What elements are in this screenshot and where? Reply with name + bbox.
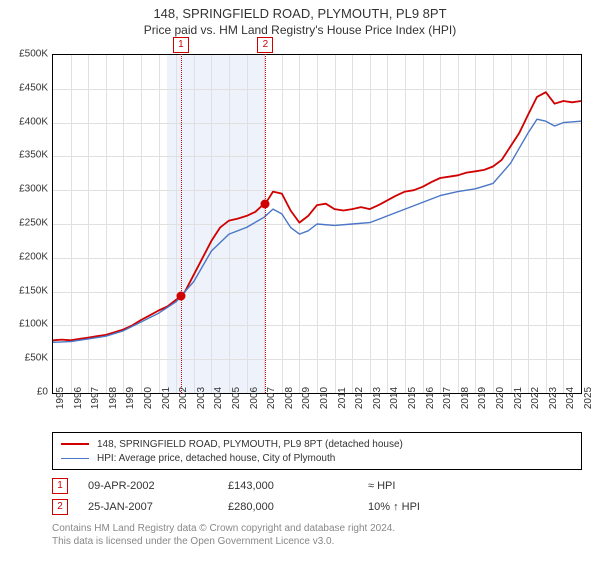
- x-tick-label: 2001: [161, 387, 172, 409]
- y-tick-label: £0: [0, 387, 48, 398]
- chart-title: 148, SPRINGFIELD ROAD, PLYMOUTH, PL9 8PT: [0, 6, 600, 21]
- transaction-price: £280,000: [228, 501, 368, 513]
- x-tick-label: 2005: [231, 387, 242, 409]
- x-tick-label: 2006: [249, 387, 260, 409]
- transaction-price: £143,000: [228, 480, 368, 492]
- x-tick-label: 2007: [266, 387, 277, 409]
- legend-item: HPI: Average price, detached house, City…: [61, 451, 573, 465]
- x-tick-label: 1999: [125, 387, 136, 409]
- transaction-date: 09-APR-2002: [88, 480, 228, 492]
- y-tick-label: £300K: [0, 184, 48, 195]
- y-tick-label: £100K: [0, 319, 48, 330]
- transaction-marker-badge: 2: [257, 37, 273, 53]
- transaction-marker-line: [181, 39, 182, 393]
- x-tick-label: 1998: [108, 387, 119, 409]
- chart-lines-svg: [53, 55, 581, 393]
- x-tick-label: 2020: [495, 387, 506, 409]
- x-tick-label: 2012: [354, 387, 365, 409]
- x-tick-label: 2013: [372, 387, 383, 409]
- legend-swatch: [61, 458, 89, 459]
- transaction-row: 2 25-JAN-2007£280,00010% ↑ HPI: [52, 498, 582, 516]
- legend-swatch: [61, 443, 89, 445]
- x-tick-label: 2018: [460, 387, 471, 409]
- x-tick-label: 2000: [143, 387, 154, 409]
- x-tick-label: 2010: [319, 387, 330, 409]
- transaction-badge: 2: [52, 499, 68, 515]
- y-tick-label: £200K: [0, 251, 48, 262]
- y-tick-label: £250K: [0, 218, 48, 229]
- transaction-marker-line: [265, 39, 266, 393]
- transaction-note: 10% ↑ HPI: [368, 501, 582, 513]
- legend-item: 148, SPRINGFIELD ROAD, PLYMOUTH, PL9 8PT…: [61, 437, 573, 451]
- transaction-note: ≈ HPI: [368, 480, 582, 492]
- y-tick-label: £150K: [0, 285, 48, 296]
- transaction-marker-dot: [261, 199, 270, 208]
- x-tick-label: 2009: [301, 387, 312, 409]
- transaction-row: 1 09-APR-2002£143,000≈ HPI: [52, 477, 582, 495]
- x-tick-label: 2003: [196, 387, 207, 409]
- transaction-marker-dot: [176, 292, 185, 301]
- chart-plot-area: 12: [52, 54, 582, 394]
- x-tick-label: 2022: [530, 387, 541, 409]
- chart-subtitle: Price paid vs. HM Land Registry's House …: [0, 23, 600, 37]
- transaction-date: 25-JAN-2007: [88, 501, 228, 513]
- transaction-marker-badge: 1: [173, 37, 189, 53]
- legend-label: 148, SPRINGFIELD ROAD, PLYMOUTH, PL9 8PT…: [97, 439, 403, 450]
- x-tick-label: 2017: [442, 387, 453, 409]
- x-tick-label: 2025: [583, 387, 594, 409]
- x-tick-label: 2014: [389, 387, 400, 409]
- legend-label: HPI: Average price, detached house, City…: [97, 453, 335, 464]
- x-tick-label: 2015: [407, 387, 418, 409]
- x-tick-label: 2023: [548, 387, 559, 409]
- x-tick-label: 1997: [90, 387, 101, 409]
- x-tick-label: 2024: [565, 387, 576, 409]
- x-tick-label: 2016: [425, 387, 436, 409]
- y-tick-label: £350K: [0, 150, 48, 161]
- y-tick-label: £50K: [0, 353, 48, 364]
- x-tick-label: 2008: [284, 387, 295, 409]
- x-tick-label: 2021: [513, 387, 524, 409]
- x-tick-label: 2004: [213, 387, 224, 409]
- series-line: [53, 119, 581, 342]
- transaction-badge: 1: [52, 478, 68, 494]
- attribution-line-2: This data is licensed under the Open Gov…: [52, 535, 582, 548]
- x-tick-label: 2002: [178, 387, 189, 409]
- series-line: [53, 92, 581, 340]
- x-tick-label: 2011: [337, 387, 348, 409]
- y-tick-label: £450K: [0, 82, 48, 93]
- legend-box: 148, SPRINGFIELD ROAD, PLYMOUTH, PL9 8PT…: [52, 432, 582, 470]
- x-tick-label: 1995: [55, 387, 66, 409]
- attribution-text: Contains HM Land Registry data © Crown c…: [52, 522, 582, 548]
- x-tick-label: 2019: [477, 387, 488, 409]
- y-tick-label: £400K: [0, 116, 48, 127]
- y-tick-label: £500K: [0, 49, 48, 60]
- attribution-line-1: Contains HM Land Registry data © Crown c…: [52, 522, 582, 535]
- x-tick-label: 1996: [73, 387, 84, 409]
- transactions-table: 1 09-APR-2002£143,000≈ HPI 2 25-JAN-2007£28…: [52, 474, 582, 519]
